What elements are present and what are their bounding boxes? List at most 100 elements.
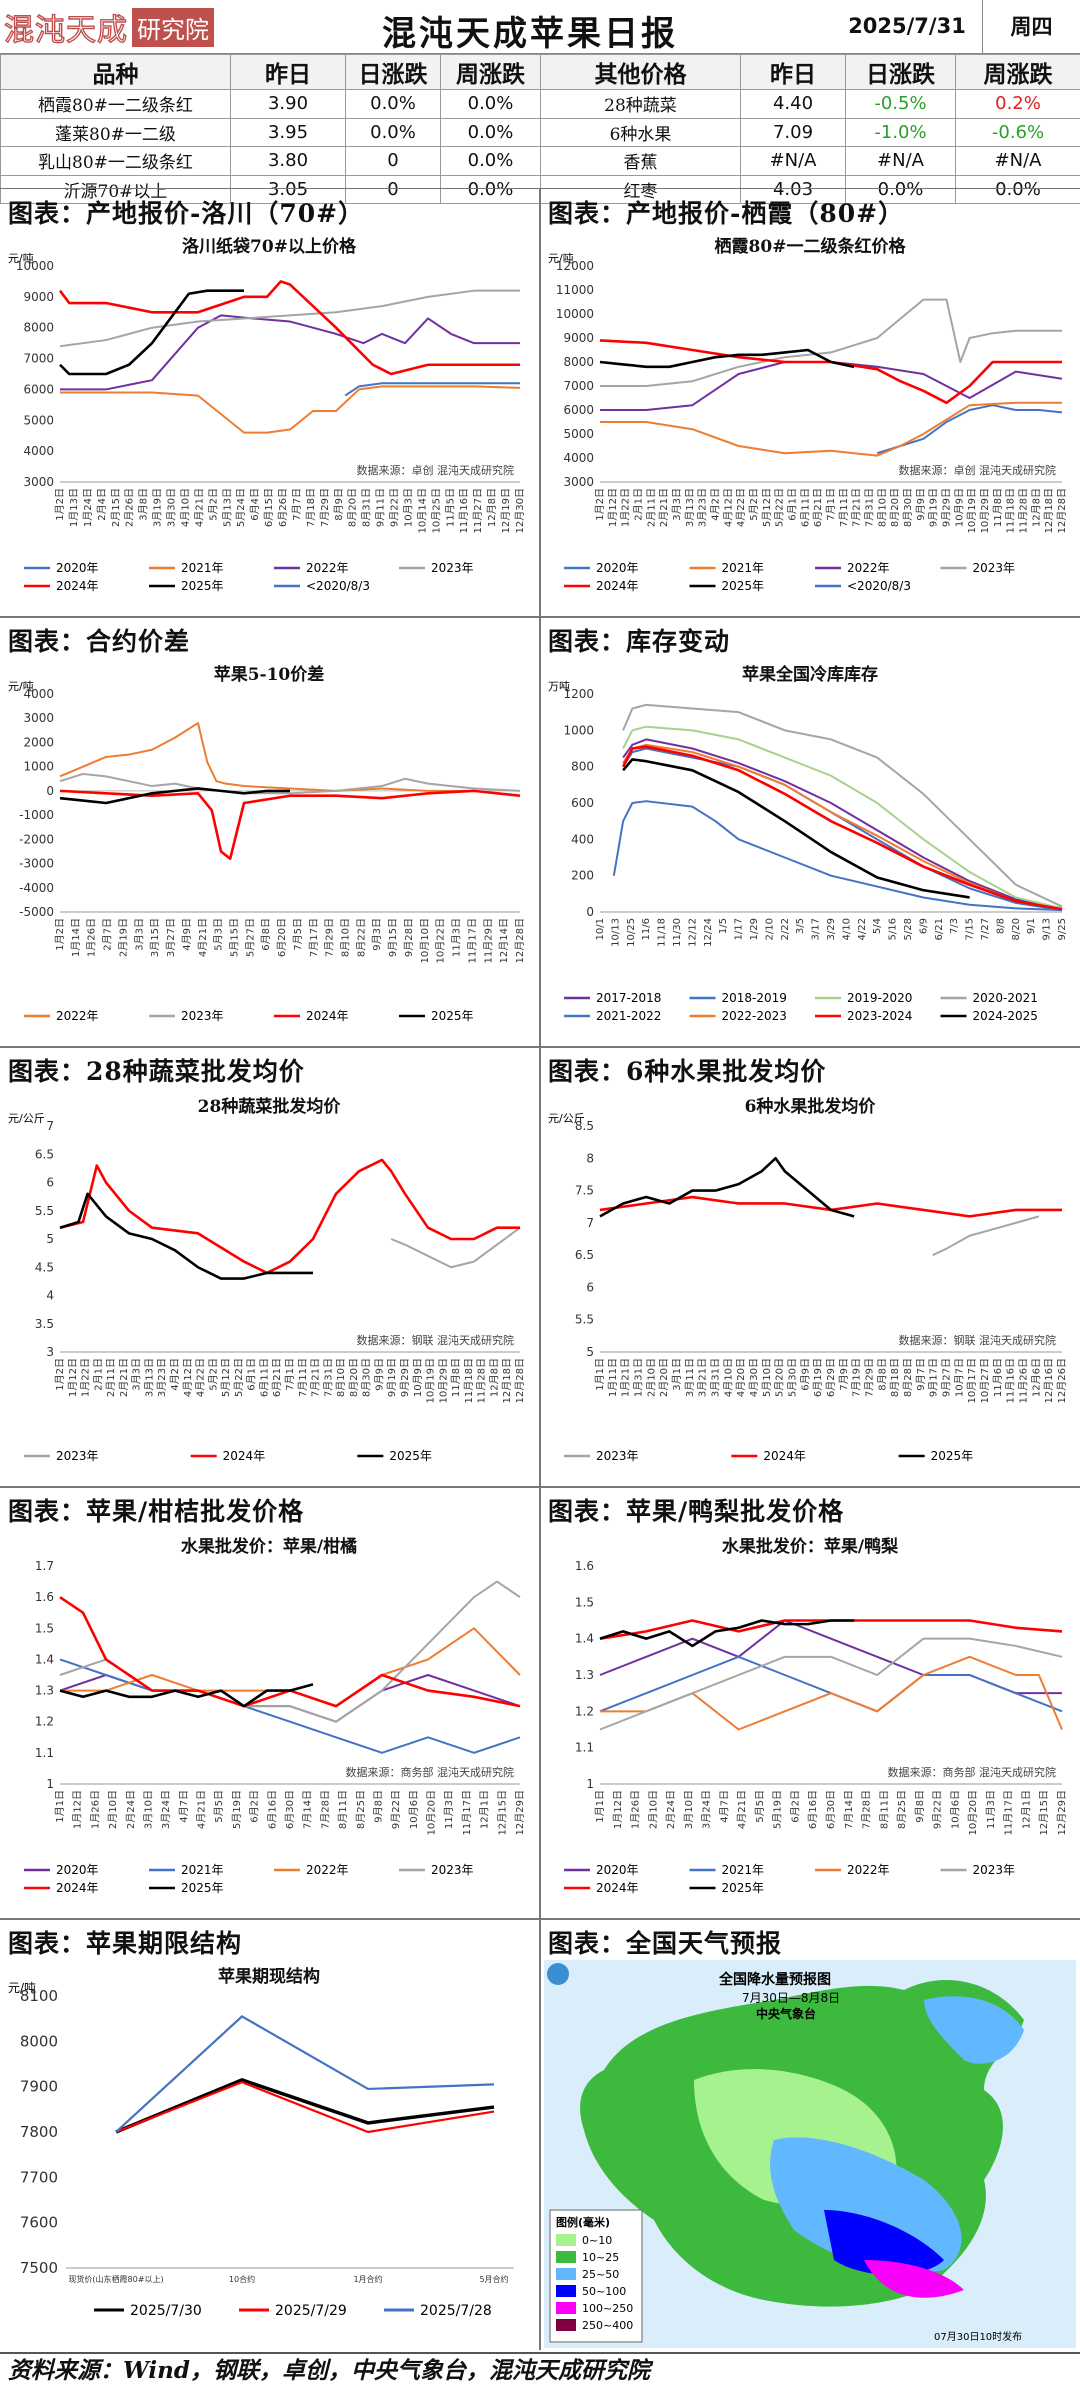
x-tick-label: 8月20日 [889,488,901,527]
x-tick-label: 8月31日 [361,488,373,527]
y-tick-label: 7.5 [575,1184,594,1198]
x-tick-label: 8月10日 [876,488,888,527]
chart-unit: 元/公斤 [548,1112,585,1125]
legend-label: 2024年 [223,1449,266,1463]
x-tick-label: 12/12 [687,918,698,947]
price-table-cell: 栖霞80#一二级条红 [0,89,231,119]
y-tick-label: 11000 [556,283,594,297]
x-tick-label: 9月17日 [928,1358,940,1397]
series-line-5 [59,289,244,376]
x-tick-label: 8月11日 [878,1790,890,1829]
series-line-0 [622,738,1063,910]
x-tick-label: 11/30 [672,918,683,947]
chart-title: 水果批发价：苹果/柑橘 [181,1536,357,1557]
x-tick-label: 11月3日 [985,1790,997,1829]
legend-label: 2023年 [973,1863,1016,1877]
x-tick-label: 8/20 [1011,918,1022,940]
y-tick-label: 2000 [23,735,54,749]
y-tick-label: 6.5 [575,1248,594,1262]
x-tick-label: 9月15日 [387,918,399,957]
section-title-weather: 图表：全国天气预报 [548,1929,783,1958]
x-tick-label: 12月1日 [1020,1790,1032,1829]
x-tick-label: 2月10日 [647,1790,659,1829]
rain-zone-heavy [824,2210,944,2275]
x-tick-label: 3月10日 [683,1790,695,1829]
chart-apple-citrus: 水果批发价：苹果/柑橘 1 1.1 1.2 1.3 1.4 1.5 1.6 1.7 1月1日 1月1… [4,1528,534,1914]
series-line-1 [59,1658,521,1754]
y-tick-label: 1000 [563,723,594,737]
chart-background [544,1088,1076,1482]
y-tick-label: 200 [571,869,594,883]
series-line-5 [622,743,1063,911]
x-tick-label: 10月22日 [435,918,447,963]
x-tick-label: 3月24日 [701,1790,713,1829]
x-tick-label: 12月1日 [479,1790,491,1829]
report-date: 2025/7/31 [848,14,966,38]
x-tick-label: 2月24日 [665,1790,677,1829]
legend-swatch [556,2234,576,2246]
chart-unit: 元/公斤 [8,1112,45,1125]
x-tick-label: 5/28 [903,918,914,940]
row-divider [0,1046,1080,1048]
price-table-header-cell: 周涨跌 [955,54,1080,90]
x-tick-label: 2月20日 [658,1358,670,1397]
x-tick-label: 4月21日 [196,1790,208,1829]
x-tick-label: 8/8 [995,918,1006,934]
y-tick-label: 4.5 [35,1260,54,1274]
chart-title: 6种水果批发均价 [745,1096,877,1117]
x-tick-label: 9月19日 [386,1358,398,1397]
x-tick-label: 1月24日 [82,488,94,527]
x-tick-label: 8月28日 [902,1358,914,1397]
y-tick-label: 7800 [20,2123,58,2141]
x-tick-label: 8月8日 [876,1358,888,1391]
y-tick-label: 8100 [20,1987,58,2005]
x-tick-label: 11月8日 [992,488,1004,527]
x-tick-label: 1月26日 [89,1790,101,1829]
x-tick-label: 5月15日 [228,918,240,957]
x-tick-label: 5/16 [888,918,899,940]
price-table-row: 栖霞80#一二级条红 3.90 0.0% 0.0% 28种蔬菜 4.40 -0.5% 0.2% [0,89,1080,119]
y-tick-label: 1.6 [575,1559,594,1573]
x-tick-label: 12/24 [703,918,714,947]
x-tick-label: 9月22日 [390,1790,402,1829]
y-tick-label: 1200 [563,687,594,701]
y-tick-label: 1.3 [575,1668,594,1682]
x-tick-label: 8月9日 [333,488,345,521]
x-tick-label: 2月26日 [124,488,136,527]
price-table-cell: 0.2% [955,89,1080,119]
x-tick-label: 6月9日 [799,1358,811,1391]
y-tick-label: 6 [46,1176,54,1190]
series-line-0 [344,382,520,397]
y-tick-label: 0 [46,784,54,798]
y-tick-label: 9000 [23,290,54,304]
series-line-1 [612,800,1063,912]
price-table-cell: 香蕉 [540,146,741,176]
series-line-3 [59,289,520,348]
y-tick-label: -4000 [19,881,54,895]
x-tick-label: 4月30日 [748,1358,760,1397]
y-tick-label: 6.5 [35,1147,54,1161]
x-tick-label: 7月5日 [292,918,304,951]
section-title-spread: 图表：合约价差 [8,627,191,656]
chart-title: 苹果全国冷库库存 [742,664,878,685]
series-line-0 [876,404,1063,455]
weather-map-title: 全国降水量预报图 [718,1971,831,1988]
x-tick-label: 7月29日 [324,918,336,957]
y-tick-label: 5.5 [575,1313,594,1327]
x-tick-label: 2月21日 [118,1358,130,1397]
x-tick-label: 11月6日 [992,1358,1004,1397]
series-line-5 [599,1619,855,1648]
x-tick-label: 6月16日 [266,1790,278,1829]
legend-label: 2023年 [431,1863,474,1877]
x-tick-label: 11月29日 [482,918,494,963]
x-tick-label: 3/29 [826,918,837,940]
x-tick-label: 9月9日 [915,488,927,521]
series-line-3 [622,703,1063,908]
x-tick-label: 6月29日 [825,1358,837,1397]
chart-unit: 元/吨 [8,252,34,265]
x-tick-label: 5月13日 [221,488,233,527]
legend-label: 2020年 [596,1863,639,1877]
x-tick-label: 1月12日 [67,1358,79,1397]
chart-background [4,1528,534,1914]
x-tick-label: 1月12日 [72,1790,84,1829]
